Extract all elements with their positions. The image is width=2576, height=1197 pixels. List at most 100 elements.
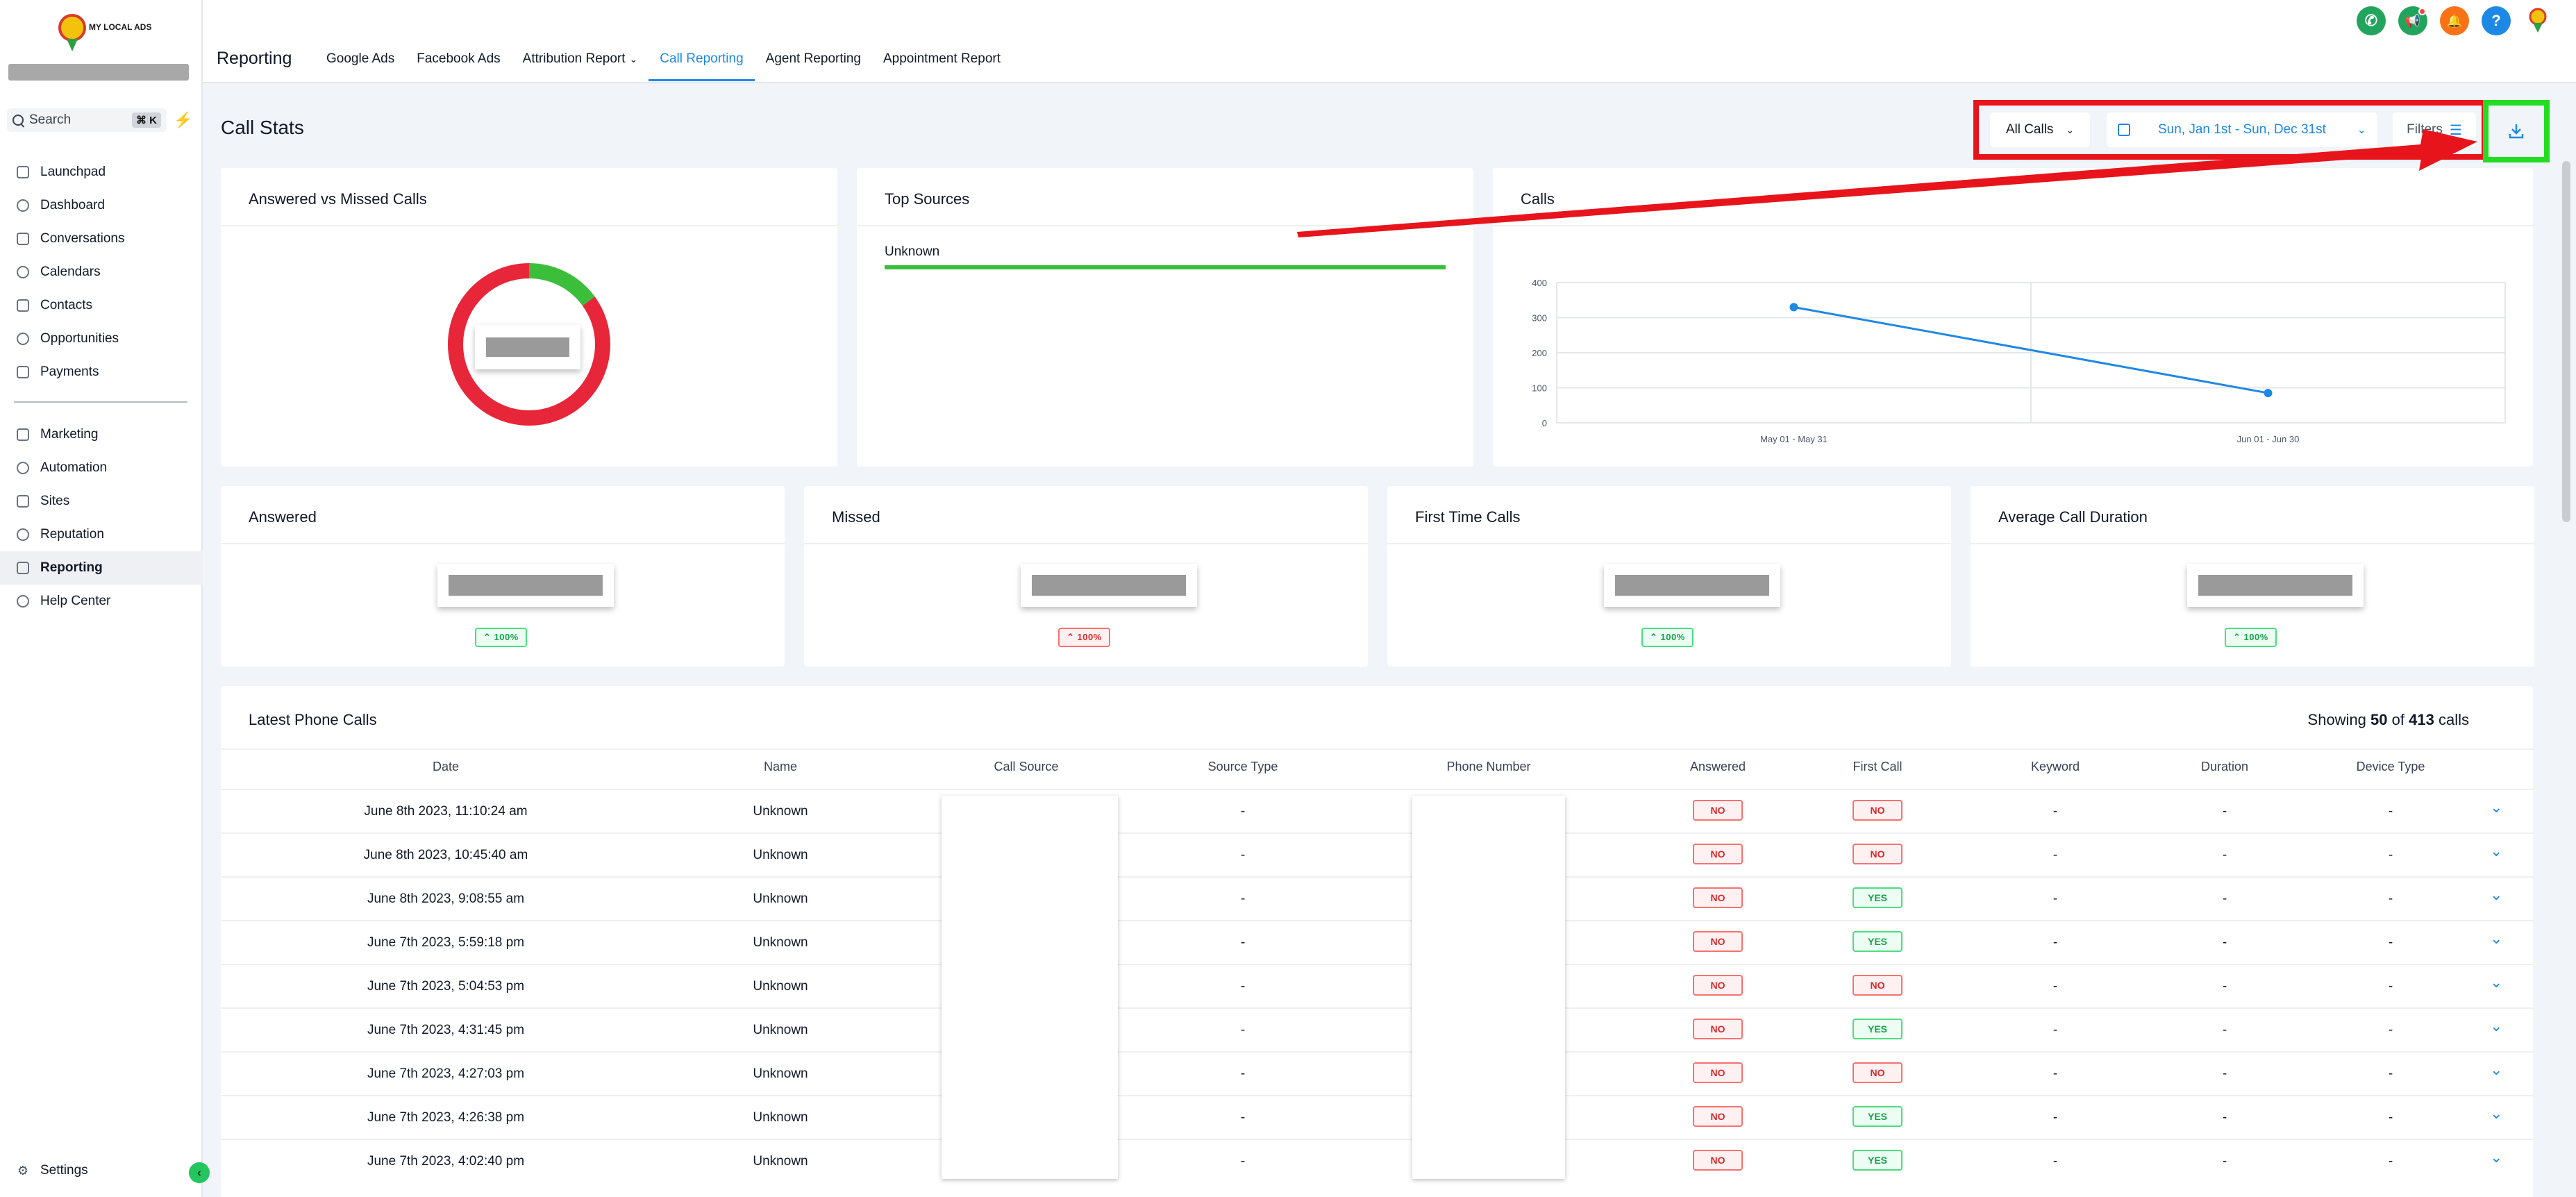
sidebar-item-dashboard[interactable]: Dashboard (0, 189, 203, 222)
cell-name: Unknown (753, 892, 808, 906)
tab-facebook-ads[interactable]: Facebook Ads (405, 44, 511, 81)
table-row[interactable]: June 7th 2023, 5:04:53 pm Unknown - NO NO - - -… (221, 964, 2533, 1007)
tab-agent-reporting[interactable]: Agent Reporting (755, 44, 872, 81)
sidebar-item-automation[interactable]: Automation (0, 451, 203, 485)
cell-device-type: - (2388, 1066, 2393, 1081)
table-row[interactable]: June 7th 2023, 5:59:18 pm Unknown - NO YES - -… (221, 920, 2533, 964)
card-divider (1387, 543, 1951, 544)
tab-google-ads[interactable]: Google Ads (315, 44, 405, 81)
cell-duration: - (2222, 979, 2227, 994)
expand-row-chevron-icon[interactable]: ⌄ (2490, 842, 2503, 860)
phone-icon[interactable]: ✆ (2357, 6, 2386, 35)
column-header-answered[interactable]: Answered (1689, 760, 1746, 773)
location-pin-icon[interactable] (2523, 6, 2552, 35)
expand-row-chevron-icon[interactable]: ⌄ (2490, 973, 2503, 991)
answered-badge: NO (1693, 931, 1743, 952)
sidebar-item-launchpad[interactable]: Launchpad (0, 156, 203, 189)
cell-device-type: - (2388, 979, 2393, 994)
sidebar-item-reputation[interactable]: Reputation (0, 518, 203, 551)
table-row[interactable]: June 8th 2023, 11:10:24 am Unknown - NO NO - -… (221, 789, 2533, 832)
data-point[interactable] (1789, 303, 1798, 312)
sidebar-settings[interactable]: ⚙ Settings (0, 1154, 203, 1187)
column-header-date[interactable]: Date (432, 760, 460, 773)
sidebar-item-label: Dashboard (40, 198, 105, 212)
data-point[interactable] (2264, 389, 2273, 398)
stat-value-redacted (1604, 564, 1780, 607)
sidebar-item-contacts[interactable]: Contacts (0, 289, 203, 322)
cell-device-type: - (2388, 848, 2393, 862)
download-button[interactable] (2495, 112, 2537, 150)
sidebar-item-conversations[interactable]: Conversations (0, 222, 203, 256)
column-header-name[interactable]: Name (763, 760, 797, 773)
expand-row-chevron-icon[interactable]: ⌄ (2490, 930, 2503, 947)
source-bar-fill (885, 265, 1446, 269)
sidebar-search[interactable]: Search ⌘ K (7, 108, 167, 132)
cell-keyword: - (2052, 1154, 2058, 1169)
search-icon (12, 115, 24, 126)
annotation-red-frame (1973, 100, 2487, 160)
tab-attribution-report[interactable]: Attribution Report ⌄ (512, 44, 649, 81)
notification-dot (2418, 8, 2426, 15)
contacts-icon-shape (17, 299, 29, 312)
help-icon[interactable]: ? (2482, 6, 2511, 35)
donut-chart (448, 263, 610, 426)
column-header-duration[interactable]: Duration (2200, 760, 2249, 773)
change-badge: ⌃ 100% (2225, 628, 2277, 647)
cell-name: Unknown (753, 935, 808, 950)
showing-suffix: calls (2438, 711, 2469, 728)
expand-row-chevron-icon[interactable]: ⌄ (2490, 1017, 2503, 1035)
sidebar-item-payments[interactable]: Payments (0, 355, 203, 389)
column-header-source-type[interactable]: Source Type (1207, 760, 1278, 773)
column-header-phone-number[interactable]: Phone Number (1446, 760, 1531, 773)
first-call-badge: YES (1852, 1106, 1902, 1127)
bell-icon[interactable]: 🔔 (2440, 6, 2469, 35)
sidebar-item-opportunities[interactable]: Opportunities (0, 322, 203, 355)
megaphone-icon[interactable]: 📢 (2398, 6, 2427, 35)
column-header-call-source[interactable]: Call Source (994, 760, 1059, 773)
quick-actions-bolt-icon[interactable]: ⚡ (174, 111, 193, 128)
cell-date: June 8th 2023, 11:10:24 am (364, 804, 528, 819)
expand-row-chevron-icon[interactable]: ⌄ (2490, 886, 2503, 903)
logo-text: MY LOCAL ADS (89, 22, 152, 32)
card-title: Average Call Duration (1998, 508, 2148, 526)
table-row[interactable]: June 7th 2023, 4:02:40 pm Unknown - NO YES - -… (221, 1139, 2533, 1182)
tab-call-reporting[interactable]: Call Reporting (649, 44, 755, 81)
tab-appointment-report[interactable]: Appointment Report (872, 44, 1012, 81)
expand-row-chevron-icon[interactable]: ⌄ (2490, 1105, 2503, 1122)
table-row[interactable]: June 7th 2023, 4:31:45 pm Unknown - NO YES - -… (221, 1007, 2533, 1051)
card-title: Missed (832, 508, 880, 526)
calendar-icon (15, 265, 31, 280)
expand-row-chevron-icon[interactable]: ⌄ (2490, 798, 2503, 816)
change-badge: ⌃ 100% (475, 628, 527, 647)
showing-mid: of (2391, 711, 2405, 728)
sidebar-item-settings[interactable]: ⚙ Settings (0, 1154, 203, 1187)
column-header-keyword[interactable]: Keyword (2030, 760, 2080, 773)
column-header-first-call[interactable]: First Call (1852, 760, 1902, 773)
sidebar-item-reporting[interactable]: Reporting (0, 551, 203, 585)
sidebar-item-sites[interactable]: Sites (0, 485, 203, 518)
page-scrollbar[interactable] (2562, 161, 2570, 522)
sidebar-item-marketing[interactable]: Marketing (0, 418, 203, 451)
cell-name: Unknown (753, 848, 808, 862)
expand-row-chevron-icon[interactable]: ⌄ (2490, 1148, 2503, 1166)
brand-logo[interactable]: MY LOCAL ADS (58, 12, 151, 53)
expand-row-chevron-icon[interactable]: ⌄ (2490, 1061, 2503, 1078)
column-header-device-type[interactable]: Device Type (2356, 760, 2425, 773)
table-row[interactable]: June 8th 2023, 9:08:55 am Unknown - NO YES - -… (221, 876, 2533, 920)
table-row[interactable]: June 7th 2023, 4:26:38 pm Unknown - NO YES - -… (221, 1095, 2533, 1139)
card-divider (1971, 543, 2534, 544)
table-row[interactable]: June 7th 2023, 4:27:03 pm Unknown - NO NO - - -… (221, 1051, 2533, 1095)
first-call-badge: NO (1852, 800, 1902, 821)
collapse-sidebar-button[interactable]: ‹ (189, 1162, 210, 1183)
sidebar-item-calendars[interactable]: Calendars (0, 256, 203, 289)
sidebar-item-help-center[interactable]: Help Center (0, 585, 203, 618)
cell-keyword: - (2052, 804, 2058, 819)
people-icon (15, 594, 31, 609)
account-switcher-redacted[interactable] (8, 64, 189, 81)
sidebar-item-label: Reporting (40, 560, 103, 575)
first-call-badge: NO (1852, 844, 1902, 864)
table-row[interactable]: June 8th 2023, 10:45:40 am Unknown - NO NO - -… (221, 832, 2533, 876)
cell-device-type: - (2388, 1110, 2393, 1125)
sidebar-item-label: Sites (40, 494, 70, 508)
card-calls-chart: Calls 400 300 200 100 0 May 01 - May 31 Jun 01… (1493, 168, 2533, 467)
